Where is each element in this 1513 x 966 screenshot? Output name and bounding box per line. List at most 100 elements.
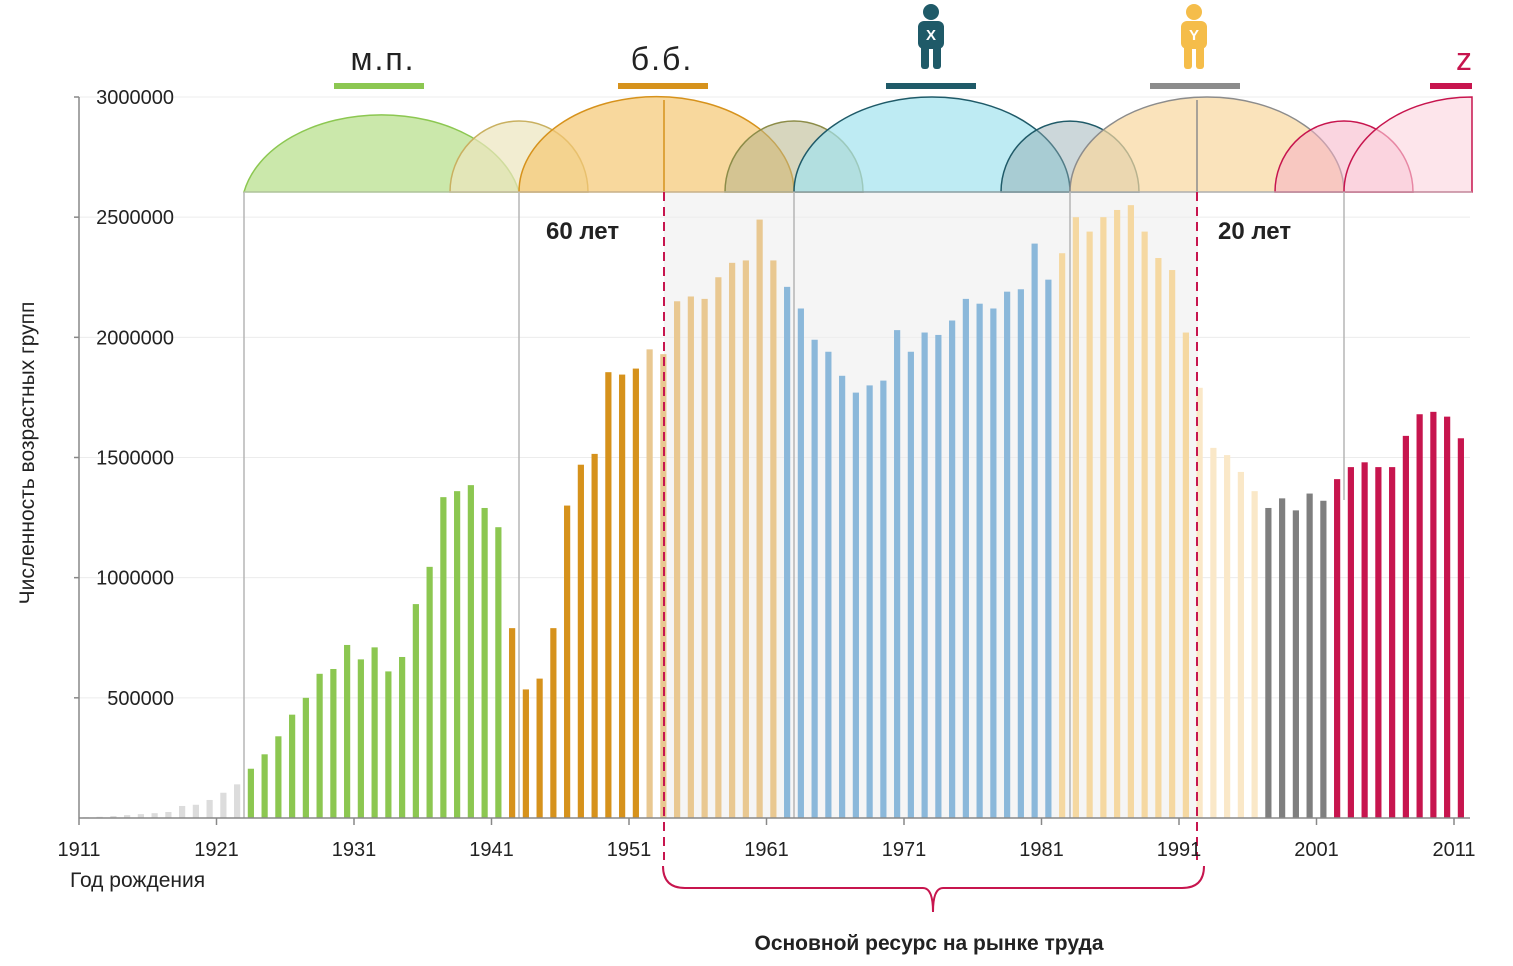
x-tick-label: 1981 [1019, 839, 1064, 861]
bar-1960 [756, 219, 763, 818]
bar-1940 [481, 507, 488, 818]
bar-1914 [124, 815, 131, 818]
x-tick-labels: 1911 1921 1931 1941 1951 1961 1971 1981 1991 2001… [57, 818, 1476, 861]
bar-1920 [206, 799, 213, 818]
bar-1988 [1141, 231, 1148, 819]
y-tick-label: 1500000 [96, 448, 174, 470]
generation-label-x: X [886, 4, 976, 89]
generation-domes [243, 95, 1473, 818]
bar-1925 [275, 736, 282, 818]
bar-1934 [399, 656, 406, 818]
highlight-region [664, 192, 1198, 818]
dome-z [1343, 96, 1473, 193]
bar-1963 [797, 308, 804, 818]
bar-1918 [179, 805, 186, 818]
bar-1921 [220, 792, 227, 818]
bar-1978 [1004, 291, 1011, 818]
bar-1926 [289, 714, 296, 818]
bar-1952 [646, 349, 653, 818]
bar-1971 [907, 351, 914, 818]
bar-1965 [825, 351, 832, 818]
bar-1966 [839, 375, 846, 818]
bar-1991 [1182, 332, 1189, 818]
x-tick-label: 1971 [882, 839, 927, 861]
bar-1968 [866, 385, 873, 818]
bar-1922 [234, 784, 241, 818]
bar-1948 [591, 453, 598, 818]
bar-2006 [1389, 467, 1396, 818]
y-tick-label: 2500000 [96, 207, 174, 229]
bar-1924 [261, 754, 268, 818]
person-y-letter: Y [1189, 27, 1199, 44]
bar-2007 [1402, 435, 1409, 818]
bar-1994 [1224, 455, 1231, 818]
bar-1949 [605, 372, 612, 818]
bar-1975 [962, 298, 969, 818]
x-tick-label: 1931 [332, 839, 377, 861]
x-tick-label: 1991 [1157, 839, 1202, 861]
bar-1962 [784, 286, 791, 818]
bar-1928 [316, 673, 323, 818]
bar-1972 [921, 332, 928, 818]
generation-label-boomers: б.б. [618, 41, 708, 89]
bar-1955 [687, 296, 694, 819]
x-tick-label: 1951 [607, 839, 652, 861]
bar-1998 [1279, 498, 1286, 818]
bar-1915 [137, 814, 144, 818]
bar-2009 [1430, 411, 1437, 818]
bar-1967 [852, 392, 859, 818]
bar-1941 [495, 527, 502, 818]
bar-1982 [1059, 253, 1066, 819]
bar-1923 [247, 768, 254, 818]
dome-x [793, 96, 1071, 193]
bar-1997 [1265, 507, 1272, 818]
generation-label-z: z [1430, 41, 1474, 89]
bar-1936 [426, 566, 433, 818]
label-mp: м.п. [350, 41, 415, 77]
bar-1939 [467, 485, 474, 818]
bar-1961 [770, 260, 777, 818]
bar-1987 [1127, 205, 1134, 818]
bar-1986 [1114, 209, 1121, 818]
bar-2000 [1306, 493, 1313, 818]
bar-1942 [509, 628, 516, 818]
bar-1927 [302, 697, 309, 818]
bar-1973 [935, 334, 942, 818]
bar-1958 [729, 262, 736, 819]
generation-label-y: Y [1150, 4, 1240, 89]
bar-1946 [564, 505, 571, 818]
bar-1943 [522, 689, 529, 818]
bar-1970 [894, 330, 901, 818]
bars-group [82, 205, 1464, 819]
bar-1944 [536, 678, 543, 818]
bar-1974 [949, 320, 956, 818]
bar-1932 [371, 647, 378, 818]
bar-1945 [550, 628, 557, 818]
bar-1979 [1017, 289, 1024, 818]
person-y-icon: Y [1181, 4, 1207, 69]
y-axis-title: Численность возрастных групп [16, 302, 39, 605]
bar-2002 [1334, 479, 1341, 818]
bar-1977 [990, 308, 997, 818]
x-tick-label: 1911 [57, 839, 100, 861]
bar-1984 [1086, 231, 1093, 819]
bar-1951 [632, 368, 639, 818]
bar-2008 [1416, 414, 1423, 818]
bar-2004 [1361, 462, 1368, 818]
bar-2003 [1347, 467, 1354, 818]
bar-1990 [1169, 270, 1176, 818]
bar-1931 [357, 659, 364, 818]
bar-1938 [454, 491, 461, 818]
label-z: z [1456, 41, 1474, 77]
bar-1989 [1155, 258, 1162, 818]
bar-1919 [192, 804, 199, 818]
bar-1981 [1045, 279, 1052, 818]
bar-1993 [1210, 447, 1217, 818]
annotation-20-years: 20 лет [1218, 218, 1291, 245]
x-tick-label: 2011 [1432, 839, 1475, 861]
x-tick-label: 1961 [744, 839, 789, 861]
bar-1916 [151, 813, 158, 818]
bracket-label: Основной ресурс на рынке труда [754, 932, 1103, 955]
bar-1935 [412, 604, 419, 818]
bar-1959 [742, 260, 749, 818]
